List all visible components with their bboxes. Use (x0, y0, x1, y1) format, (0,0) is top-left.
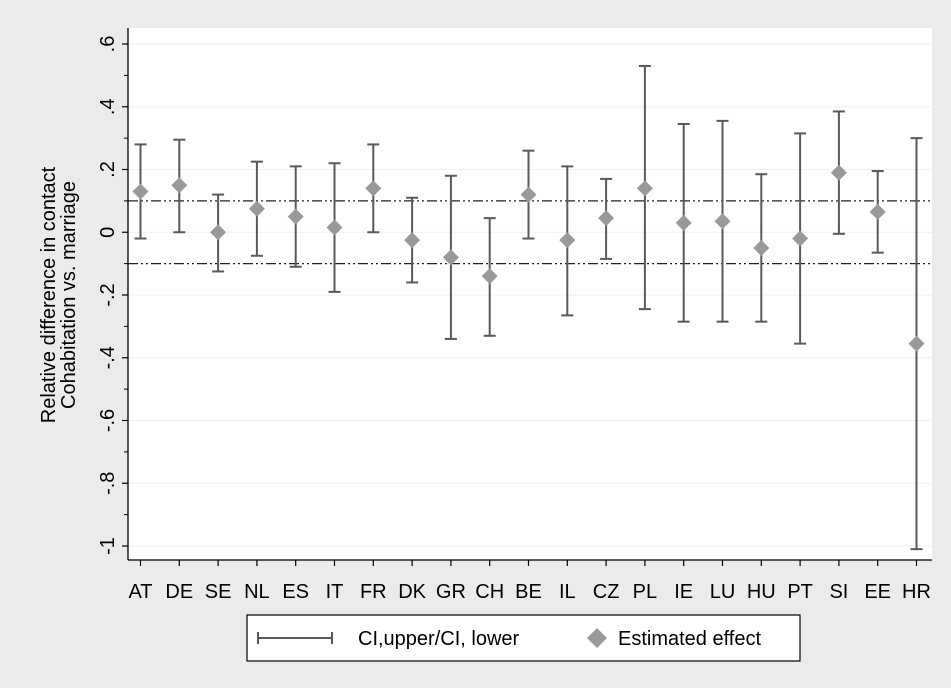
x-axis: AT DE SE NL ES IT FR DK GR CH BE IL CZ PL IE LU HU PT SI EE… (128, 559, 932, 603)
y-tick-label-1: .4 (97, 98, 119, 115)
legend-ci-label: CI,upper/CI, lower (358, 628, 520, 650)
x-tick-label-PT: PT (787, 581, 813, 603)
x-tick-label-DE: DE (165, 581, 193, 603)
x-tick-label-SI: SI (829, 581, 848, 603)
x-tick-label-IE: IE (674, 581, 693, 603)
y-axis-title: Relative difference in contact Cohabitat… (38, 166, 80, 423)
x-tick-label-DK: DK (398, 581, 426, 603)
y-tick-label-6: -.6 (97, 409, 119, 432)
gridlines (128, 43, 932, 547)
x-tick-label-NL: NL (244, 581, 270, 603)
effect-point-ES (287, 208, 304, 225)
legend-box (246, 614, 801, 662)
x-tick-label-GR: GR (436, 581, 466, 603)
y-axis-title-line-2: Cohabitation vs. marriage (58, 181, 80, 409)
effect-point-AT (132, 183, 149, 200)
effect-point-GR (442, 249, 459, 266)
y-tick-label-2: .2 (97, 161, 119, 178)
x-tick-label-HR: HR (902, 581, 931, 603)
reference-lines (128, 200, 932, 265)
effect-point-DK (404, 232, 421, 249)
y-tick-label-0: .6 (97, 36, 119, 53)
x-tick-label-HU: HU (747, 581, 776, 603)
x-tick-label-EE: EE (864, 581, 891, 603)
effect-point-DE (171, 177, 188, 194)
x-tick-label-SE: SE (205, 581, 232, 603)
x-tick-label-AT: AT (128, 581, 152, 603)
legend-effect-symbol (587, 628, 607, 648)
effect-point-HR (908, 335, 925, 352)
x-tick-label-IT: IT (326, 581, 344, 603)
legend-effect-label: Estimated effect (618, 628, 761, 650)
x-tick-label-FR: FR (360, 581, 387, 603)
y-tick-label-7: -.8 (97, 472, 119, 495)
effect-point-SI (830, 164, 847, 181)
x-tick-label-IL: IL (559, 581, 576, 603)
effect-point-IT (326, 219, 343, 236)
x-tick-label-ES: ES (282, 581, 309, 603)
y-axis-title-line-1: Relative difference in contact (38, 166, 60, 423)
y-tick-label-5: -.4 (97, 346, 119, 369)
effect-point-IE (675, 214, 692, 231)
effect-point-FR (365, 180, 382, 197)
x-tick-label-CZ: CZ (593, 581, 620, 603)
effect-point-LU (714, 213, 731, 230)
x-tick-label-BE: BE (515, 581, 542, 603)
effect-point-IL (559, 232, 576, 249)
effect-point-EE (869, 203, 886, 220)
effect-point-PL (636, 180, 653, 197)
effect-point-CH (481, 268, 498, 285)
legend-ci-symbol (257, 632, 333, 644)
x-tick-label-LU: LU (710, 581, 736, 603)
x-tick-label-CH: CH (475, 581, 504, 603)
y-axis: .6 .4 .2 0 -.2 -.4 -.6 -.8 -1 (97, 28, 129, 560)
y-tick-label-4: -.2 (97, 283, 119, 306)
effect-point-CZ (598, 210, 615, 227)
y-tick-label-8: -1 (97, 537, 119, 555)
effect-point-HU (753, 239, 770, 256)
legend: CI,upper/CI, lower Estimated effect (246, 614, 801, 662)
plot-area (128, 28, 932, 560)
effect-point-SE (210, 224, 227, 241)
effect-point-PT (792, 230, 809, 247)
effect-point-BE (520, 186, 537, 203)
effect-point-NL (248, 200, 265, 217)
x-tick-label-PL: PL (633, 581, 657, 603)
y-tick-label-3: 0 (97, 227, 119, 238)
effect-markers (132, 164, 925, 352)
